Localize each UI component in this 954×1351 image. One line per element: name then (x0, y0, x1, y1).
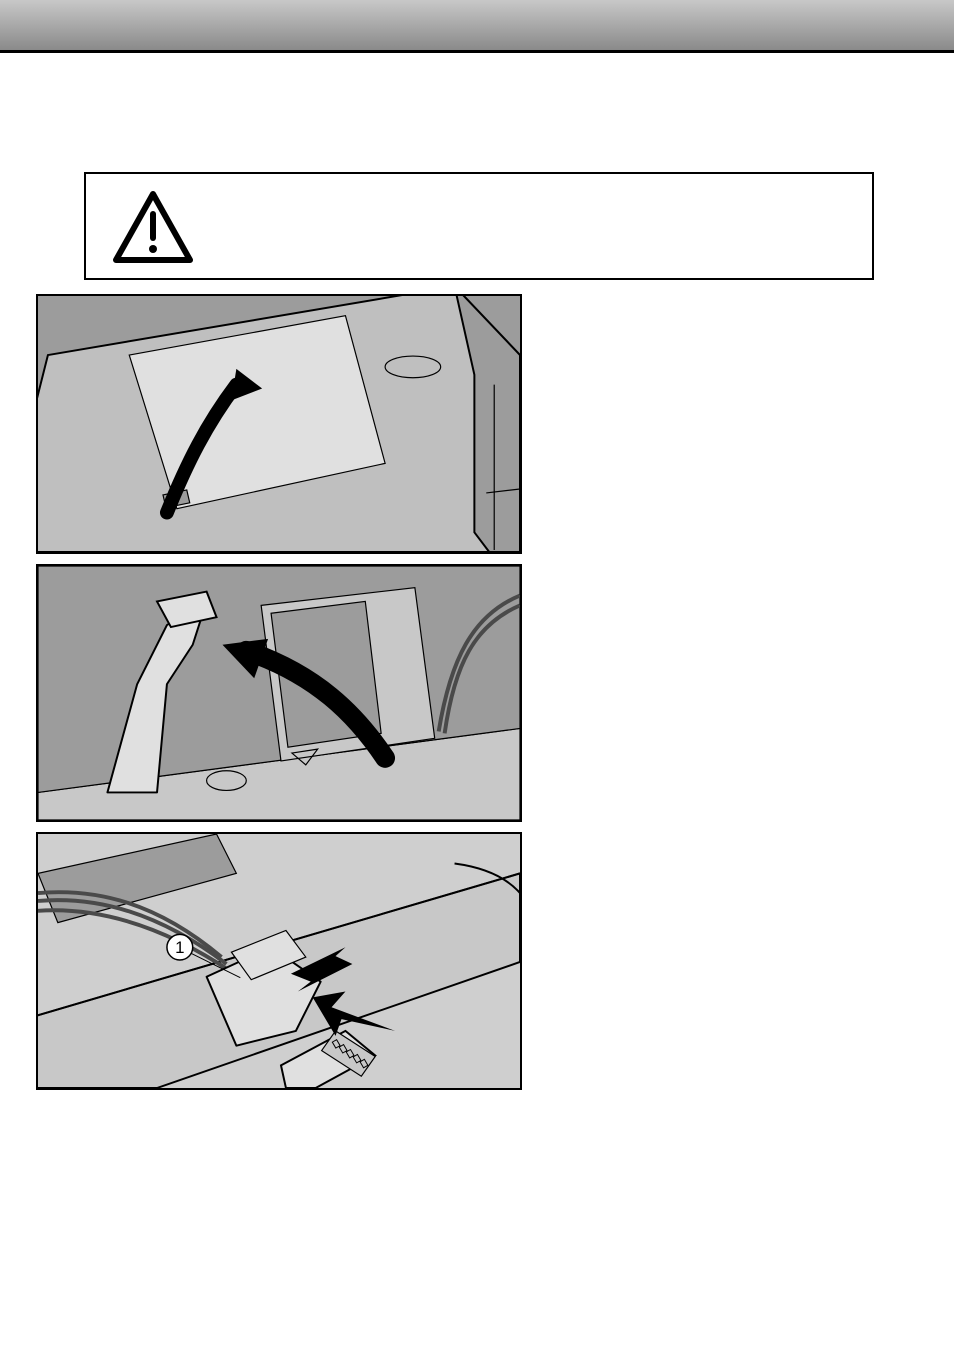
warning-triangle-icon (110, 188, 196, 266)
figure-panel-open-cover (36, 294, 522, 554)
figure-panel-connector: 1 (36, 832, 522, 1090)
warning-box (84, 172, 874, 280)
figure-panel-lift-lever (36, 564, 522, 822)
top-gradient-bar (0, 0, 954, 61)
callout-label: 1 (175, 938, 184, 957)
page: 1 (0, 0, 954, 1351)
